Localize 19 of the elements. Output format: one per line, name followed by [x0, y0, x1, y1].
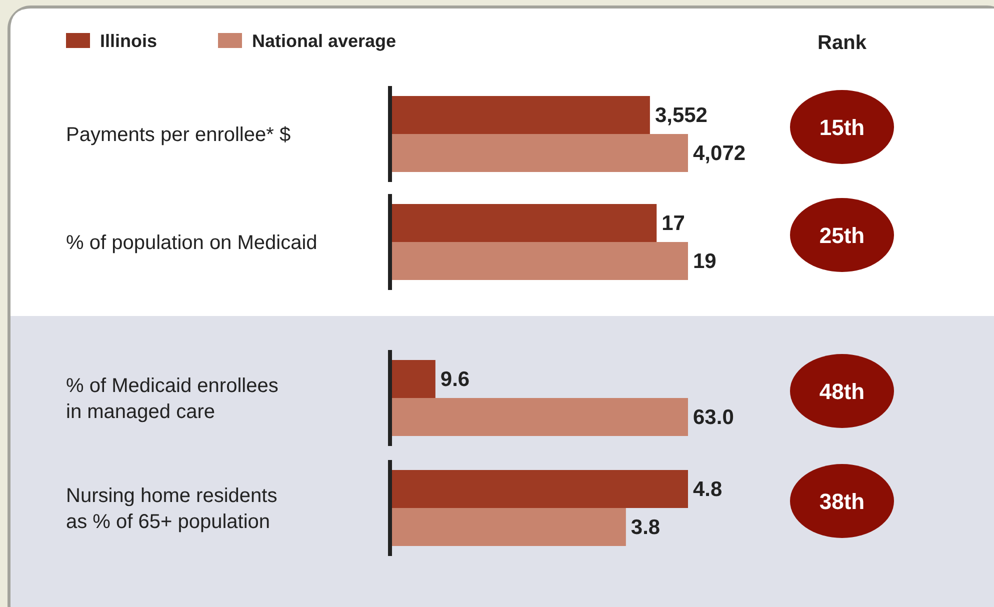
text: 15th [819, 115, 865, 140]
text: 48th [819, 379, 865, 404]
data-label: 3,552 [654, 104, 708, 127]
data-label: 17 [662, 212, 685, 235]
data-label: 3.8 [630, 516, 660, 539]
text: 38th [819, 489, 865, 514]
y-tick-label: % of Medicaid enrollees in managed care [66, 375, 278, 423]
data-label: 9.6 [440, 368, 470, 391]
legend-label: National average [252, 31, 396, 51]
text: 25th [819, 223, 865, 248]
text: Rank [818, 32, 868, 54]
y-tick-label: % of population on Medicaid [66, 232, 318, 254]
data-label: 19 [693, 250, 716, 273]
legend-label: Illinois [100, 31, 158, 51]
data-label: 63.0 [693, 406, 734, 429]
data-label: 4.8 [693, 478, 723, 501]
data-label: 4,072 [693, 142, 746, 165]
y-tick-label: Payments per enrollee* $ [66, 124, 291, 146]
y-tick-label: Nursing home residents as % of 65+ population [66, 485, 278, 533]
